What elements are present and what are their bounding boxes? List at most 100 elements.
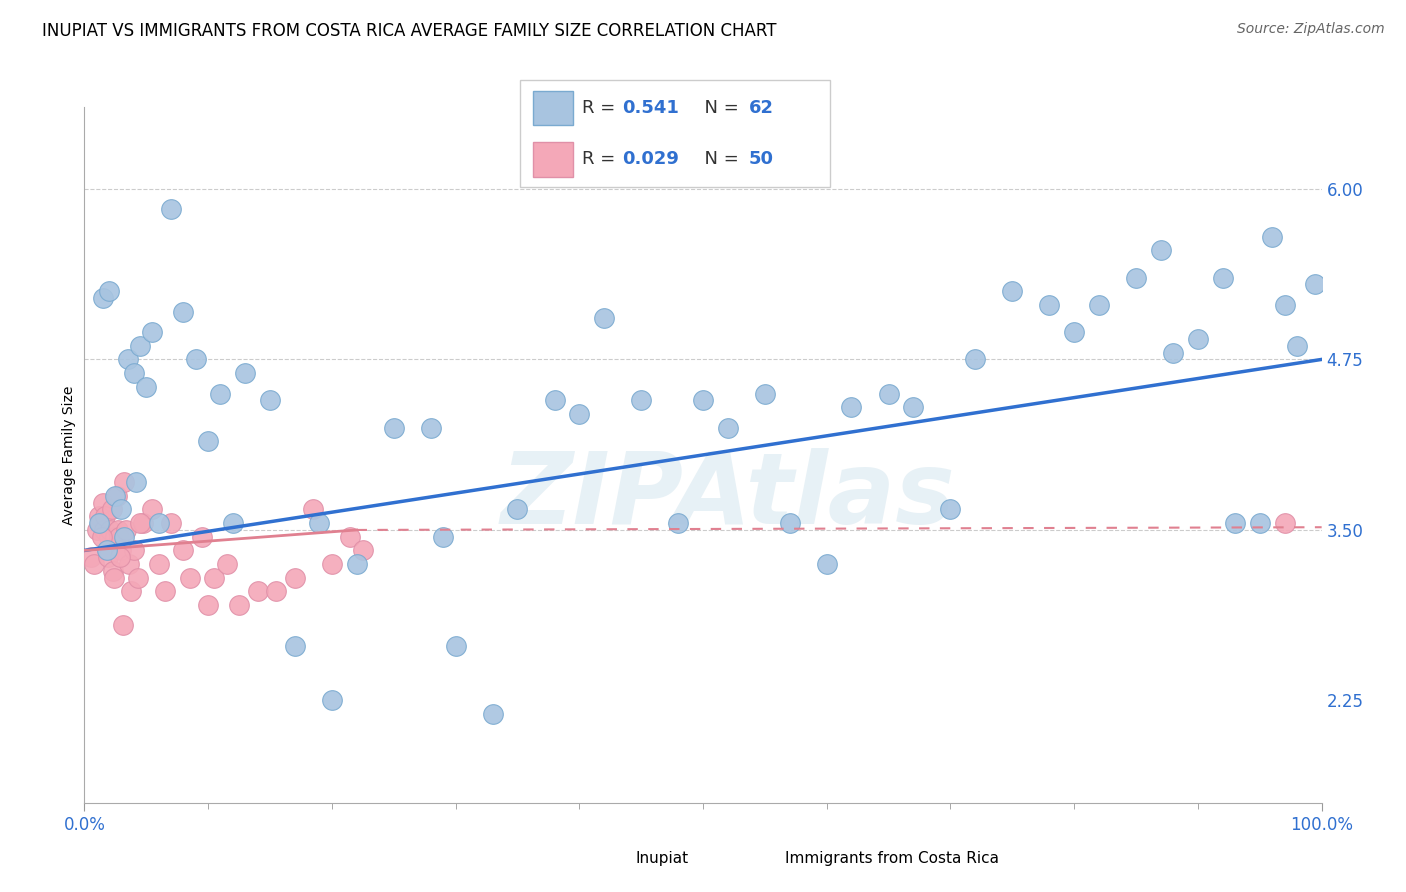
Point <box>1125 270 1147 285</box>
Point <box>965 352 987 367</box>
Point <box>197 598 219 612</box>
Point <box>86 523 108 537</box>
Point <box>215 557 238 571</box>
Text: R =: R = <box>582 99 621 117</box>
Text: 0.029: 0.029 <box>623 151 679 169</box>
Point <box>228 598 250 612</box>
Point <box>481 707 503 722</box>
Point <box>91 496 114 510</box>
Text: 62: 62 <box>749 99 775 117</box>
Point <box>141 325 163 339</box>
Point <box>1161 345 1184 359</box>
Point <box>209 386 232 401</box>
Point <box>110 543 132 558</box>
Point <box>111 618 134 632</box>
Point <box>101 564 124 578</box>
Point <box>108 530 131 544</box>
Point <box>692 393 714 408</box>
Point <box>129 339 152 353</box>
Point <box>112 475 135 490</box>
Point <box>179 571 201 585</box>
Point <box>98 284 121 298</box>
Point <box>1274 516 1296 530</box>
Point <box>419 420 441 434</box>
Text: Inupiat: Inupiat <box>636 852 689 866</box>
Point <box>94 509 117 524</box>
Point <box>754 386 776 401</box>
FancyBboxPatch shape <box>533 143 572 177</box>
Point <box>120 584 142 599</box>
Point <box>1187 332 1209 346</box>
Point <box>1274 298 1296 312</box>
Text: ZIPAtlas: ZIPAtlas <box>501 448 955 545</box>
Text: N =: N = <box>693 151 745 169</box>
Point <box>284 571 307 585</box>
Point <box>148 557 170 571</box>
Point <box>382 420 405 434</box>
Point <box>89 516 111 530</box>
Point <box>129 516 152 530</box>
Point <box>100 502 122 516</box>
Point <box>543 393 565 408</box>
Point <box>339 530 361 544</box>
Point <box>352 543 374 558</box>
Point <box>1150 244 1173 258</box>
Point <box>98 523 121 537</box>
Point <box>153 584 176 599</box>
Point <box>264 584 287 599</box>
Point <box>141 502 163 516</box>
Point <box>939 502 962 516</box>
Point <box>1285 339 1308 353</box>
Point <box>1212 270 1234 285</box>
Point <box>815 557 838 571</box>
Point <box>1261 229 1284 244</box>
Point <box>1305 277 1327 292</box>
Point <box>1001 284 1024 298</box>
Point <box>103 571 125 585</box>
FancyBboxPatch shape <box>520 80 830 187</box>
Point <box>122 366 145 380</box>
Point <box>89 516 111 530</box>
Point <box>97 550 120 565</box>
Point <box>246 584 269 599</box>
Point <box>593 311 616 326</box>
Point <box>104 530 127 544</box>
Point <box>172 543 194 558</box>
Point <box>110 502 132 516</box>
Point <box>122 543 145 558</box>
Point <box>93 523 115 537</box>
Point <box>1038 298 1060 312</box>
Point <box>346 557 368 571</box>
Point <box>172 304 194 318</box>
FancyBboxPatch shape <box>533 91 572 125</box>
Point <box>96 543 118 558</box>
Y-axis label: Average Family Size: Average Family Size <box>62 385 76 524</box>
Point <box>184 352 207 367</box>
Point <box>117 352 139 367</box>
Point <box>302 502 325 516</box>
Point <box>98 530 121 544</box>
Point <box>432 530 454 544</box>
Point <box>1063 325 1085 339</box>
Text: Immigrants from Costa Rica: Immigrants from Costa Rica <box>785 852 998 866</box>
Point <box>91 291 114 305</box>
Point <box>160 202 183 217</box>
Point <box>1223 516 1246 530</box>
Point <box>222 516 245 530</box>
Point <box>83 557 105 571</box>
Point <box>1088 298 1111 312</box>
Point <box>104 489 127 503</box>
Point <box>105 489 128 503</box>
Point <box>444 639 467 653</box>
Point <box>321 557 343 571</box>
Point <box>118 557 141 571</box>
Point <box>321 693 343 707</box>
Point <box>903 400 925 414</box>
Point <box>96 543 118 558</box>
Point <box>308 516 330 530</box>
Text: R =: R = <box>582 151 621 169</box>
Text: 50: 50 <box>749 151 775 169</box>
Point <box>284 639 307 653</box>
Point <box>259 393 281 408</box>
Point <box>148 516 170 530</box>
